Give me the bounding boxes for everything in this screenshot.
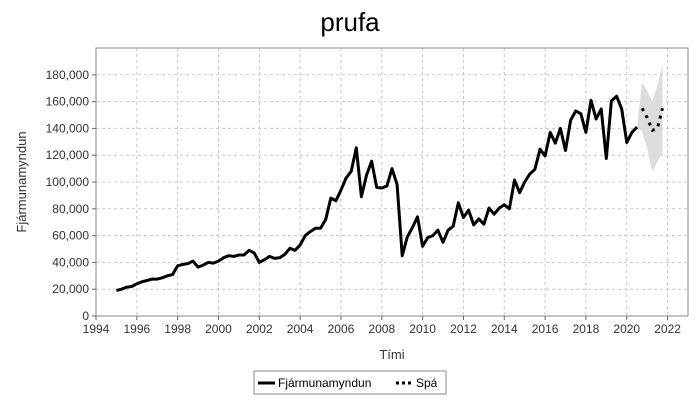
- y-tick-label: 180,000: [46, 68, 90, 82]
- chart-title: prufa: [320, 7, 380, 37]
- x-tick-label: 2004: [287, 322, 314, 336]
- x-tick-label: 1996: [123, 322, 150, 336]
- y-tick-label: 140,000: [46, 121, 90, 135]
- y-axis-ticks: 0 20,000 40,000 60,000 80,000 100,000 120,000 1…: [46, 68, 96, 323]
- x-tick-label: 2008: [368, 322, 395, 336]
- x-tick-label: 2002: [246, 322, 273, 336]
- y-tick-label: 100,000: [46, 175, 90, 189]
- x-tick-label: 2000: [205, 322, 232, 336]
- y-tick-label: 120,000: [46, 148, 90, 162]
- y-tick-label: 20,000: [52, 282, 89, 296]
- grid: [96, 48, 688, 316]
- confidence-band-layer: [636, 64, 663, 172]
- x-tick-label: 1994: [83, 322, 110, 336]
- x-axis-ticks: 1994 1996 1998 2000 2002 2004 2006 2008 2010 2012…: [83, 316, 681, 336]
- legend-label-forecast: Spá: [416, 376, 438, 390]
- y-tick-label: 80,000: [52, 202, 89, 216]
- series-layer: [116, 94, 664, 292]
- x-tick-label: 2012: [450, 322, 477, 336]
- y-tick-label: 60,000: [52, 229, 89, 243]
- x-tick-label: 1998: [164, 322, 191, 336]
- x-tick-label: 2010: [409, 322, 436, 336]
- legend: Fjármunamyndun Spá: [253, 370, 447, 395]
- x-tick-label: 2006: [328, 322, 355, 336]
- y-tick-label: 160,000: [46, 95, 90, 109]
- series-line-actual: [116, 94, 639, 292]
- x-tick-label: 2020: [613, 322, 640, 336]
- confidence-band: [636, 64, 663, 172]
- y-tick-label: 0: [82, 309, 89, 323]
- x-axis-label: Tími: [379, 347, 404, 362]
- legend-label-actual: Fjármunamyndun: [278, 376, 371, 390]
- x-tick-label: 2014: [491, 322, 518, 336]
- y-axis-label: Fjármunamyndun: [14, 131, 29, 232]
- y-tick-label: 40,000: [52, 255, 89, 269]
- x-tick-label: 2018: [573, 322, 600, 336]
- x-tick-label: 2016: [532, 322, 559, 336]
- legend-box: [253, 370, 447, 395]
- x-tick-label: 2022: [654, 322, 681, 336]
- series-line-forecast: [640, 107, 664, 132]
